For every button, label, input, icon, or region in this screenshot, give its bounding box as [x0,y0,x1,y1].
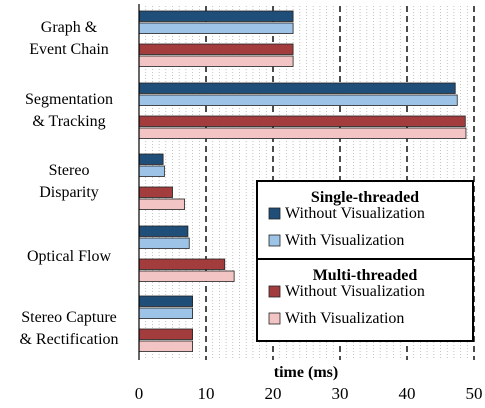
bar [138,94,458,106]
bar [138,328,193,340]
x-tick-label: 30 [332,384,349,403]
category-label: Stereo Capture [21,309,117,326]
x-tick-label: 50 [466,384,483,403]
bar [138,115,466,127]
bar [138,186,173,198]
legend-group-title: Single-threaded [311,189,419,206]
x-tick-label: 10 [198,384,215,403]
x-axis-title: time (ms) [274,364,338,381]
legend-entry-label: Without Visualization [285,283,425,300]
legend-swatch [268,234,281,247]
bar [138,43,294,55]
bar [138,82,456,94]
x-tick-label: 0 [135,384,144,403]
bar-layer [138,10,467,352]
bar [138,153,164,165]
x-tick-label: 40 [399,384,416,403]
category-label: Disparity [39,184,99,201]
category-label: Stereo [49,162,90,179]
category-label: Segmentation [25,91,113,108]
bar [138,165,165,177]
bar [138,55,294,67]
category-label: Event Chain [29,41,109,58]
bar [138,340,193,352]
bar [138,307,193,319]
legend-group-title: Multi-threaded [313,267,418,284]
legend-box [256,180,474,260]
legend-entry-label: With Visualization [285,310,404,327]
bar [138,127,467,139]
legend-box [256,258,474,342]
bar [138,237,190,249]
legend-swatch [268,207,281,220]
label-layer: 0 10 20 30 40 50 time (ms) Graph & Event Chain Se… [19,19,482,403]
bar [138,22,294,34]
bar [138,10,294,22]
category-label: Graph & [41,19,98,36]
bar [138,198,185,210]
legend-entry-label: Without Visualization [285,205,425,222]
category-label: & Tracking [32,113,105,130]
bar [138,225,189,237]
bar [138,258,226,270]
legend-swatch [268,312,281,325]
category-label: Optical Flow [27,248,111,265]
legend-entry-label: With Visualization [285,232,404,249]
x-tick-label: 20 [265,384,282,403]
legend-swatch [268,285,281,298]
bar [138,270,235,282]
bar [138,295,193,307]
category-label: & Rectification [19,331,118,348]
